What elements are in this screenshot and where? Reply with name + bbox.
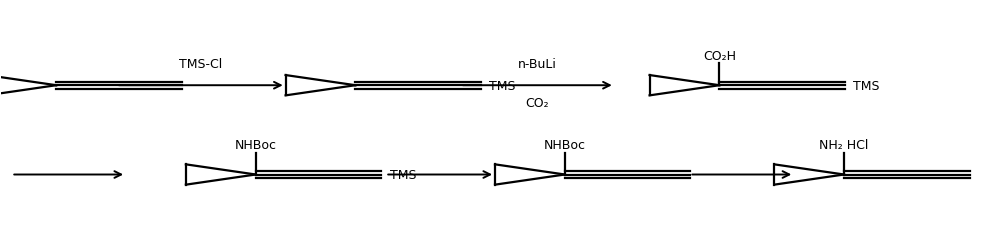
- Text: TMS-Cl: TMS-Cl: [179, 57, 222, 70]
- Text: n-BuLi: n-BuLi: [518, 57, 557, 70]
- Text: CO₂: CO₂: [526, 97, 549, 110]
- Text: NH₂ HCl: NH₂ HCl: [819, 139, 869, 152]
- Text: TMS: TMS: [853, 79, 880, 92]
- Text: NHBoc: NHBoc: [544, 139, 586, 152]
- Text: TMS: TMS: [489, 79, 516, 92]
- Text: NHBoc: NHBoc: [235, 139, 277, 152]
- Text: TMS: TMS: [390, 168, 416, 181]
- Text: CO₂H: CO₂H: [703, 50, 736, 63]
